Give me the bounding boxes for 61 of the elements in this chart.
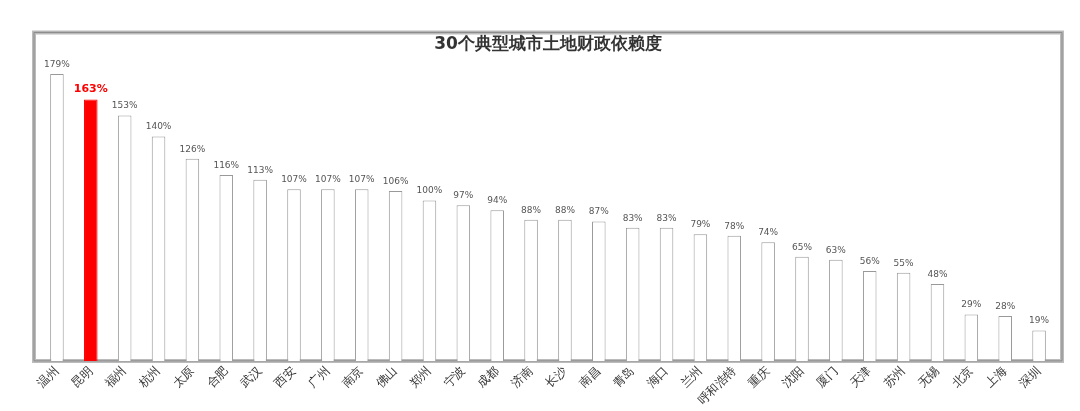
x-tick-label: 长沙 <box>542 363 570 391</box>
data-label: 48% <box>927 268 948 279</box>
data-label: 106% <box>382 175 409 186</box>
data-label: 65% <box>791 241 813 252</box>
chart-title: 30个典型城市土地财政依赖度 <box>434 32 662 53</box>
x-tick-label: 北京 <box>948 363 976 391</box>
x-tick-label: 杭州 <box>135 363 163 391</box>
data-label: 28% <box>995 300 1016 311</box>
data-label: 94% <box>487 195 508 206</box>
data-label: 87% <box>588 206 610 217</box>
x-tick-label: 天津 <box>847 363 875 391</box>
x-tick-label: 太原 <box>169 363 197 391</box>
x-tick-label: 济南 <box>508 363 536 391</box>
x-tick-label: 沈阳 <box>779 363 807 391</box>
x-tick-label: 宁波 <box>440 363 468 391</box>
x-tick-label: 南昌 <box>576 363 604 391</box>
data-label: 78% <box>724 220 745 231</box>
x-tick-label: 兰州 <box>677 363 705 391</box>
x-tick-label: 苏州 <box>881 363 908 391</box>
data-label: 19% <box>1029 315 1050 326</box>
data-label: 74% <box>758 227 779 238</box>
x-tick-label: 厦门 <box>813 363 841 391</box>
data-label: 29% <box>961 299 982 310</box>
data-label: 63% <box>825 244 847 255</box>
x-tick-label: 佛山 <box>373 363 400 391</box>
bar <box>84 99 98 361</box>
data-label: 79% <box>690 219 711 230</box>
data-label: 83% <box>622 212 644 223</box>
x-tick-label: 青岛 <box>610 363 637 391</box>
x-tick-label: 西安 <box>271 363 299 391</box>
x-tick-label: 重庆 <box>745 363 773 391</box>
x-tick-label: 合肥 <box>203 363 231 391</box>
data-label: 83% <box>656 212 677 223</box>
data-label: 107% <box>348 174 376 185</box>
x-tick-label: 深圳 <box>1016 363 1044 391</box>
data-label: 100% <box>416 185 443 196</box>
data-label: 140% <box>145 121 172 132</box>
x-tick-label: 南京 <box>339 363 367 391</box>
data-label: 179% <box>44 58 71 69</box>
x-tick-label: 福州 <box>102 363 129 391</box>
x-tick-label: 海口 <box>643 363 671 391</box>
x-tick-label: 上海 <box>982 363 1010 391</box>
x-tick-label: 昆明 <box>68 363 96 391</box>
data-label: 97% <box>453 190 474 201</box>
data-label: 107% <box>281 174 308 185</box>
data-label: 55% <box>893 257 915 268</box>
x-tick-label: 温州 <box>34 363 62 391</box>
x-tick-label: 成都 <box>474 363 502 391</box>
data-label: 56% <box>859 255 881 266</box>
data-label: 88% <box>521 204 542 215</box>
data-label: 153% <box>111 100 138 111</box>
data-label: 107% <box>315 174 342 185</box>
x-tick-label: 无锡 <box>914 363 942 391</box>
x-tick-label: 广州 <box>305 363 333 391</box>
x-tick-label: 武汉 <box>237 363 265 391</box>
data-label: 116% <box>213 159 240 170</box>
data-label: 113% <box>247 164 274 175</box>
data-label: 163% <box>73 81 108 95</box>
x-tick-label: 郑州 <box>406 363 434 391</box>
data-label: 88% <box>554 204 576 215</box>
data-label: 126% <box>179 143 206 154</box>
